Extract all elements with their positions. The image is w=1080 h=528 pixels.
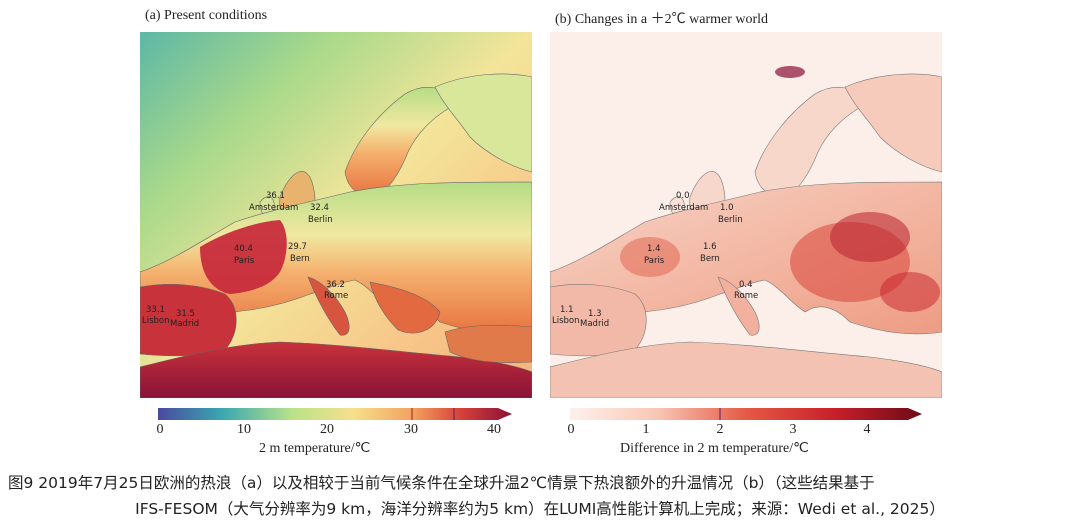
- tick-label: 2: [716, 422, 724, 437]
- city-name-berlin: Berlin: [308, 215, 333, 225]
- panel-b-title: (b) Changes in a ＋2℃ warmer world: [555, 12, 769, 27]
- tick-label: 10: [237, 422, 251, 437]
- city-name-lisbon: Lisbon: [142, 316, 170, 326]
- city-name-bern: Bern: [290, 254, 310, 264]
- tick-label: 0: [567, 422, 575, 437]
- panel-a-map: 36.1 Amsterdam 32.4 Berlin 40.4 Paris 29…: [140, 32, 532, 398]
- city-name-amsterdam: Amsterdam: [659, 203, 708, 213]
- city-name-paris: Paris: [644, 256, 665, 266]
- city-name-paris: Paris: [234, 256, 255, 266]
- city-value-madrid: 1.3: [588, 309, 602, 319]
- city-value-amsterdam: 0.0: [676, 191, 690, 201]
- city-value-berlin: 1.0: [720, 203, 734, 213]
- city-name-madrid: Madrid: [580, 319, 609, 329]
- city-name-rome: Rome: [324, 291, 348, 301]
- tick-label: 30: [404, 422, 418, 437]
- city-name-rome: Rome: [734, 291, 758, 301]
- tick-label: 0: [156, 422, 164, 437]
- city-value-paris: 40.4: [234, 244, 253, 254]
- tick-label: 1: [642, 422, 650, 437]
- city-value-paris: 1.4: [647, 244, 661, 254]
- city-value-rome: 36.2: [326, 280, 345, 290]
- tick-label: 20: [320, 422, 334, 437]
- city-value-amsterdam: 36.1: [266, 191, 285, 201]
- city-value-bern: 29.7: [288, 242, 307, 252]
- panel-a-title: (a) Present conditions: [145, 8, 268, 23]
- city-name-bern: Bern: [700, 254, 720, 264]
- city-value-lisbon: 33.1: [146, 305, 165, 315]
- city-value-madrid: 31.5: [176, 309, 195, 319]
- tick-label: 40: [487, 422, 501, 437]
- caption-line-1: 图9 2019年7月25日欧洲的热浪（a）以及相较于当前气候条件在全球升温2℃情…: [8, 474, 875, 492]
- present-temperature-map: 36.1 Amsterdam 32.4 Berlin 40.4 Paris 29…: [140, 32, 532, 398]
- city-name-amsterdam: Amsterdam: [249, 203, 298, 213]
- panel-b-ticks: 0 1 2 3 4: [567, 422, 922, 438]
- city-value-bern: 1.6: [703, 242, 717, 252]
- panel-a-colorbar: [158, 405, 512, 420]
- city-value-berlin: 32.4: [310, 203, 329, 213]
- tick-label: 4: [863, 422, 871, 437]
- panel-a-colorbar-label: 2 m temperature/℃: [259, 441, 371, 456]
- city-name-berlin: Berlin: [718, 215, 743, 225]
- panel-b-map: 0.0 Amsterdam 1.0 Berlin 1.4 Paris 1.6 B…: [550, 32, 942, 398]
- city-value-rome: 0.4: [739, 280, 753, 290]
- panel-b-colorbar: [570, 405, 922, 420]
- caption-line-2: IFS-FESOM（大气分辨率为9 km，海洋分辨率约为5 km）在LUMI高性…: [135, 500, 945, 518]
- tick-label: 3: [789, 422, 797, 437]
- figure-caption: 图9 2019年7月25日欧洲的热浪（a）以及相较于当前气候条件在全球升温2℃情…: [8, 470, 1072, 522]
- city-value-lisbon: 1.1: [560, 305, 574, 315]
- warming-difference-map: 0.0 Amsterdam 1.0 Berlin 1.4 Paris 1.6 B…: [550, 32, 942, 398]
- city-name-madrid: Madrid: [170, 319, 199, 329]
- panel-b-colorbar-label: Difference in 2 m temperature/℃: [620, 441, 809, 456]
- panel-a-ticks: 0 10 20 30 40: [156, 422, 512, 438]
- city-name-lisbon: Lisbon: [552, 316, 580, 326]
